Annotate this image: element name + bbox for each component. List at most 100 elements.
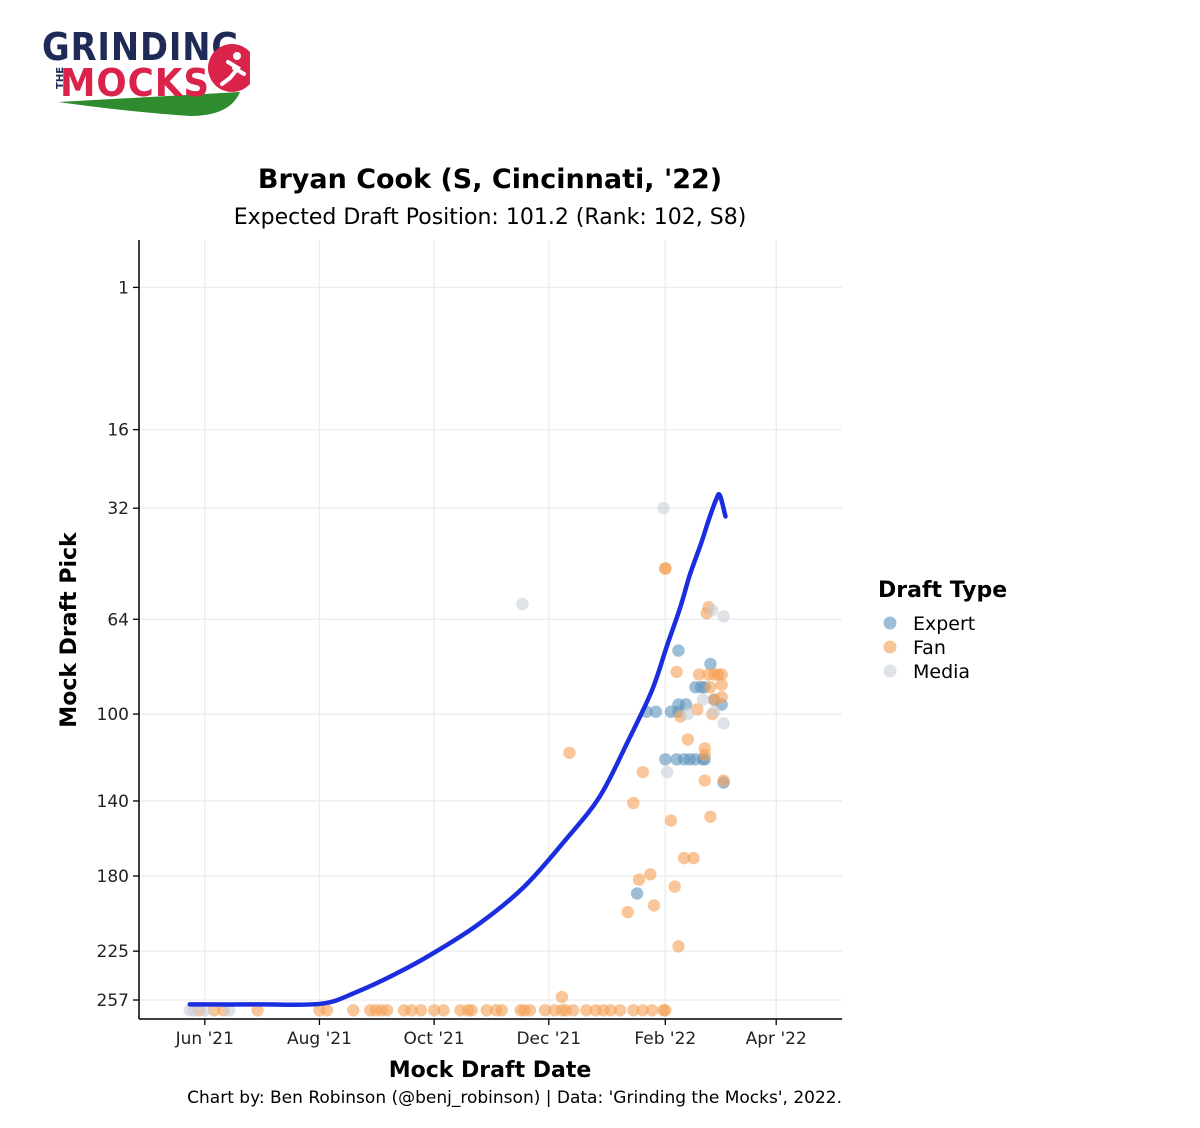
fan-point [495, 1004, 508, 1017]
fan-point [717, 774, 730, 787]
legend-expert-swatch [883, 616, 897, 630]
y-tick-label: 100 [97, 705, 129, 725]
fan-point [687, 851, 700, 865]
fan-point [613, 1004, 627, 1017]
fan-point [698, 748, 711, 762]
fan-point [670, 665, 683, 679]
fan-point [437, 1004, 450, 1017]
grinding-the-mocks-logo: GRINDING THE MOCKS [42, 28, 250, 116]
legend-expert-label: Expert [913, 613, 975, 635]
fan-point [715, 668, 728, 681]
expert-point [649, 705, 663, 718]
fan-point [347, 1004, 360, 1017]
y-tick-label: 32 [107, 499, 129, 519]
fan-point [207, 1004, 221, 1017]
legend-media-label: Media [913, 661, 970, 683]
fan-point [692, 668, 706, 681]
fan-point [636, 765, 649, 779]
legend-fan-swatch [883, 640, 897, 654]
y-tick-label: 225 [97, 942, 129, 962]
media-point [696, 693, 710, 706]
fan-point [580, 1004, 593, 1017]
x-tick-label: Aug '21 [287, 1029, 352, 1049]
media-point [717, 717, 730, 730]
x-tick-label: Feb '22 [634, 1029, 696, 1049]
logo-field-swoosh [58, 92, 240, 116]
y-tick-label: 180 [97, 867, 129, 887]
y-tick-label: 140 [97, 792, 129, 812]
trend-line [187, 491, 728, 1008]
fan-point [704, 681, 717, 694]
fan-point [414, 1004, 428, 1017]
fan-point [627, 1004, 640, 1017]
fan-point [647, 899, 661, 912]
x-axis-title: Mock Draft Date [389, 1058, 592, 1083]
expert-point [630, 887, 644, 900]
x-tick-label: Jun '21 [175, 1029, 234, 1049]
media-point [706, 604, 719, 617]
media-point [187, 1004, 200, 1017]
grid-lines [139, 240, 842, 1019]
fan-point [632, 873, 646, 886]
logo-line2: MOCKS [60, 61, 210, 105]
media-point [223, 1004, 236, 1017]
fan-point [567, 1004, 580, 1017]
media-point [198, 1004, 211, 1017]
fan-point [659, 1004, 672, 1017]
fan-point [668, 880, 681, 893]
fan-point [555, 990, 569, 1004]
fan-point [251, 1004, 264, 1017]
fan-point [427, 1004, 441, 1017]
media-point [707, 705, 721, 718]
fan-point [645, 1004, 659, 1017]
legend-title: Draft Type [878, 578, 1007, 603]
fan-point [677, 851, 691, 865]
y-axis-ticks: 1 16 32 64 100 140 180 225 257 [97, 278, 139, 1011]
fan-point [659, 562, 672, 575]
y-tick-label: 16 [107, 421, 129, 441]
fan-point [672, 940, 685, 953]
media-point [660, 765, 674, 779]
fan-point [644, 868, 657, 881]
fan-point [698, 774, 711, 787]
chart-title: Bryan Cook (S, Cincinnati, '22) [258, 164, 722, 195]
media-point [681, 707, 695, 721]
chart-caption: Chart by: Ben Robinson (@benj_robinson) … [187, 1088, 842, 1108]
legend-media-swatch [883, 664, 897, 678]
media-point [516, 597, 529, 611]
logo-runner-icon [208, 44, 250, 92]
fan-point [480, 1004, 493, 1017]
logo-line1: GRINDING [42, 28, 240, 69]
fan-point [715, 678, 728, 691]
y-tick-label: 64 [107, 610, 129, 630]
fan-point [523, 1004, 537, 1017]
fan-point [320, 1004, 334, 1017]
chart-subtitle: Expected Draft Position: 101.2 (Rank: 10… [234, 205, 747, 230]
media-point [717, 610, 730, 623]
fan-point [563, 746, 576, 760]
expert-point [704, 657, 717, 671]
legend-fan-label: Fan [913, 637, 946, 659]
fan-point [636, 1004, 649, 1017]
y-tick-label: 257 [97, 991, 129, 1011]
fan-point [681, 733, 695, 746]
fan-point [704, 810, 717, 823]
fan-point [664, 814, 678, 827]
y-axis-title: Mock Draft Pick [57, 531, 82, 728]
y-tick-label: 1 [118, 278, 129, 298]
x-tick-label: Apr '22 [746, 1029, 807, 1049]
fan-point [715, 690, 728, 704]
x-axis-ticks: Jun '21 Aug '21 Oct '21 Dec '21 Feb '22 Apr '… [175, 1019, 807, 1049]
fan-point [538, 1004, 552, 1017]
fan-point [604, 1004, 617, 1017]
x-tick-label: Oct '21 [404, 1029, 465, 1049]
expert-point [679, 698, 693, 711]
fan-point [405, 1004, 418, 1017]
x-tick-label: Dec '21 [516, 1029, 581, 1049]
logo-the: THE [55, 67, 66, 89]
media-point [657, 501, 670, 515]
expert-point [659, 753, 672, 766]
fan-point [691, 703, 704, 716]
